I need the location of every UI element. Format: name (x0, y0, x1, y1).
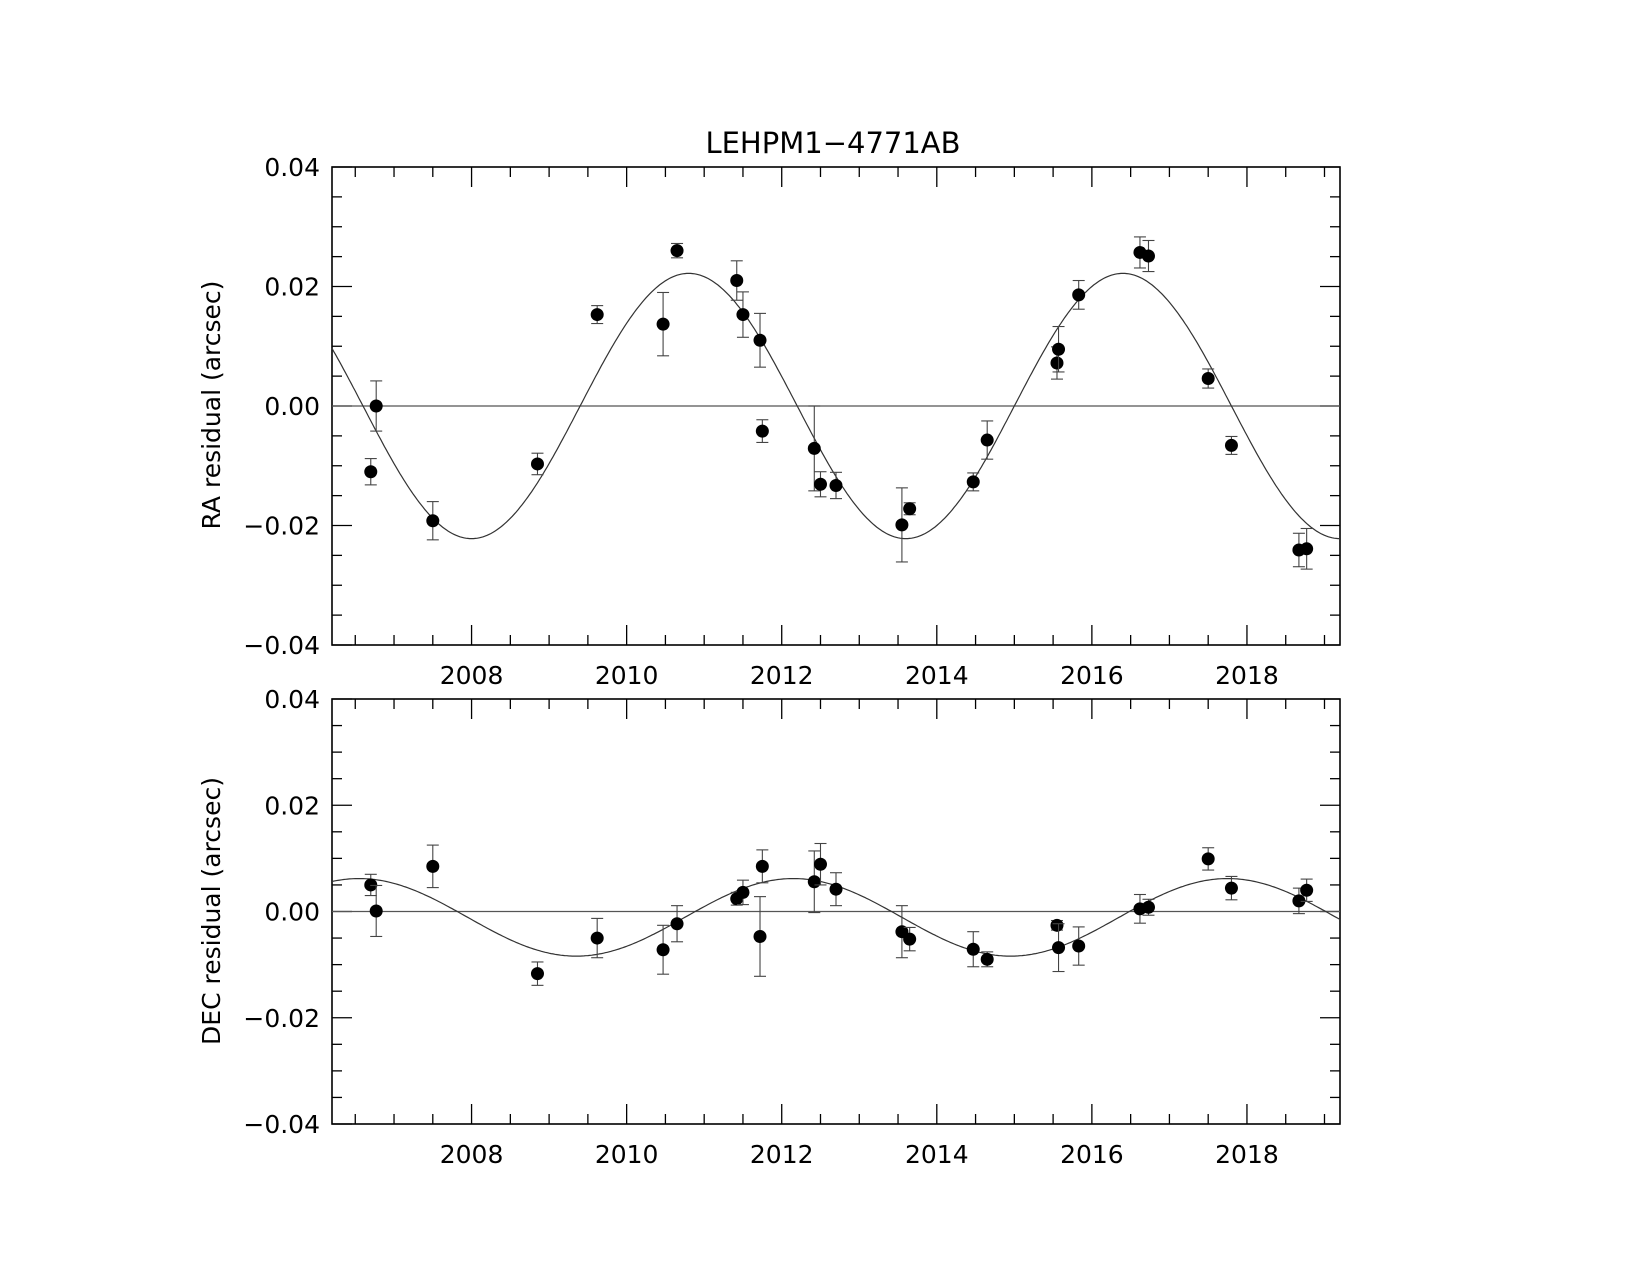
dec-data-point (753, 929, 767, 943)
ra-data-point (980, 433, 994, 447)
ra-data-point (895, 518, 909, 532)
ra-data-point (813, 477, 827, 491)
dec-data-point (966, 942, 980, 956)
ra-data-point (670, 244, 684, 258)
ra-x-tick-label: 2012 (750, 661, 814, 690)
dec-data-point (755, 859, 769, 873)
dec-data-point (1052, 941, 1066, 955)
ra-data-point (1300, 542, 1314, 556)
dec-y-tick-label: −0.02 (243, 1004, 320, 1033)
ra-y-axis-label: RA residual (arcsec) (197, 281, 226, 530)
dec-x-tick-label: 2010 (595, 1140, 659, 1169)
dec-data-point (1224, 881, 1238, 895)
dec-data-point (590, 931, 604, 945)
dec-y-axis-label: DEC residual (arcsec) (197, 777, 226, 1045)
ra-data-point (1072, 288, 1086, 302)
dec-y-tick-label: 0.02 (264, 791, 320, 820)
ra-x-tick-label: 2008 (440, 661, 504, 690)
ra-y-tick-label: 0.04 (264, 153, 320, 182)
ra-data-point (1141, 249, 1155, 263)
ra-data-point (966, 475, 980, 489)
dec-data-point (813, 857, 827, 871)
dec-data-point (1300, 883, 1314, 897)
ra-y-tick-label: 0.00 (264, 392, 320, 421)
ra-data-point (1201, 372, 1215, 386)
ra-data-point (903, 502, 917, 516)
ra-y-tick-label: −0.02 (243, 512, 320, 541)
dec-data-point (829, 882, 843, 896)
dec-data-point (736, 885, 750, 899)
dec-data-point (1141, 900, 1155, 914)
dec-y-tick-label: −0.04 (243, 1110, 320, 1139)
ra-y-tick-label: −0.04 (243, 631, 320, 660)
dec-data-point (980, 952, 994, 966)
ra-x-tick-label: 2016 (1060, 661, 1124, 690)
chart-title: LEHPM1−4771AB (705, 126, 960, 160)
ra-y-tick-label: 0.02 (264, 273, 320, 302)
dec-data-point (807, 875, 821, 889)
ra-data-point (730, 274, 744, 288)
ra-data-point (1052, 342, 1066, 356)
dec-data-point (1292, 894, 1306, 908)
dec-data-point (1050, 918, 1064, 932)
ra-data-point (364, 465, 378, 479)
dec-x-tick-label: 2014 (905, 1140, 969, 1169)
dec-data-point (656, 943, 670, 957)
dec-x-tick-label: 2018 (1215, 1140, 1279, 1169)
ra-x-tick-label: 2014 (905, 661, 969, 690)
dec-data-point (369, 904, 383, 918)
ra-data-point (1050, 356, 1064, 370)
ra-data-point (807, 441, 821, 455)
ra-data-point (426, 514, 440, 528)
ra-data-point (590, 308, 604, 322)
dec-y-tick-label: 0.04 (264, 685, 320, 714)
ra-x-tick-label: 2010 (595, 661, 659, 690)
dec-y-tick-label: 0.00 (264, 898, 320, 927)
dec-data-point (903, 932, 917, 946)
dec-data-point (530, 967, 544, 981)
dec-x-tick-label: 2008 (440, 1140, 504, 1169)
dec-x-tick-label: 2012 (750, 1140, 814, 1169)
ra-data-point (1224, 438, 1238, 452)
ra-data-point (530, 457, 544, 471)
dec-x-tick-label: 2016 (1060, 1140, 1124, 1169)
ra-data-point (736, 308, 750, 322)
ra-data-point (753, 333, 767, 347)
ra-residual-panel: RA residual (arcsec) −0.04 −0.02 0.00 0.02 0… (197, 153, 1341, 690)
dec-data-point (670, 917, 684, 931)
ra-data-point (829, 478, 843, 492)
dec-residual-panel: DEC residual (arcsec) −0.04 −0.02 0.00 0.02… (197, 685, 1341, 1169)
ra-data-point (755, 424, 769, 438)
ra-data-point (656, 317, 670, 331)
dec-data-point (1201, 852, 1215, 866)
ra-data-point (369, 399, 383, 413)
dec-data-point (426, 859, 440, 873)
ra-x-tick-label: 2018 (1215, 661, 1279, 690)
dec-data-point (1072, 939, 1086, 953)
